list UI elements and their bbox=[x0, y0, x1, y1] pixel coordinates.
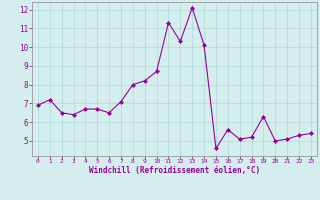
X-axis label: Windchill (Refroidissement éolien,°C): Windchill (Refroidissement éolien,°C) bbox=[89, 166, 260, 175]
